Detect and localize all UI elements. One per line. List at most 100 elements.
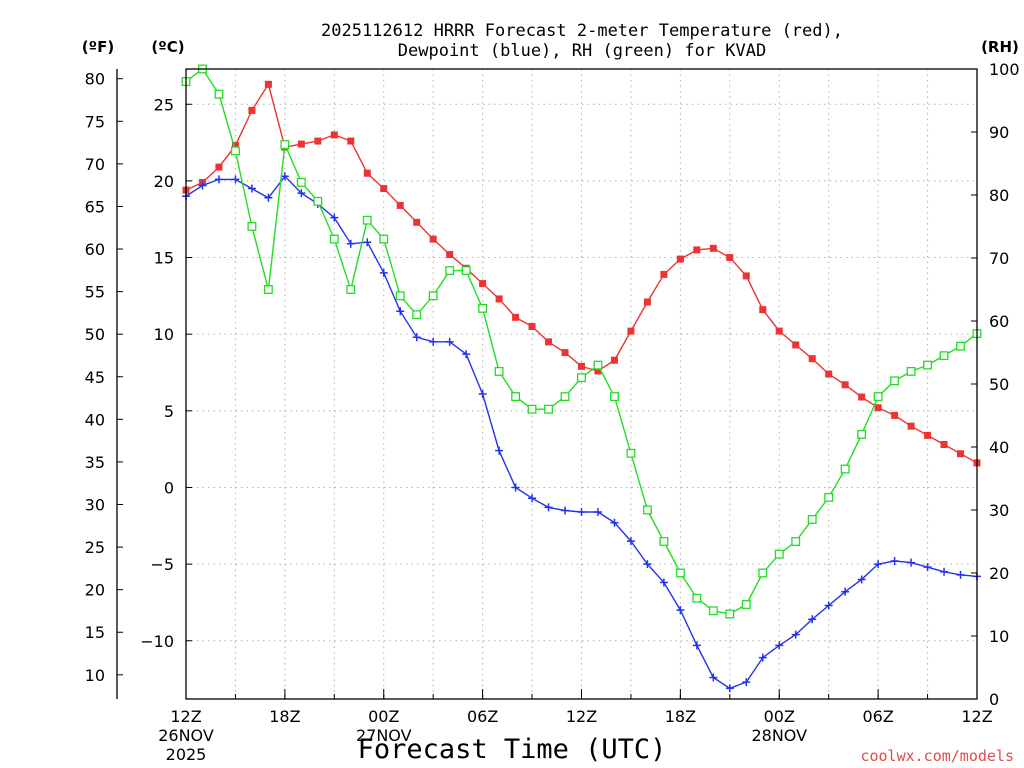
data-point: [758, 653, 767, 662]
celsius-tick-label: 5: [164, 402, 174, 421]
data-point: [923, 563, 932, 572]
data-point: [347, 137, 355, 145]
data-point: [264, 80, 272, 88]
data-point: [527, 404, 537, 414]
data-point: [313, 196, 323, 206]
fahrenheit-tick-label: 35: [85, 453, 105, 472]
x-date-label: 28NOV: [751, 726, 807, 745]
data-point: [709, 673, 718, 682]
data-point: [841, 587, 850, 596]
data-point: [659, 537, 669, 546]
data-point: [808, 355, 816, 363]
data-point: [940, 567, 949, 576]
data-point: [775, 641, 784, 650]
data-point: [545, 338, 553, 346]
credit-label: coolwx.com/models: [860, 747, 1014, 765]
rh-tick-label: 60: [989, 312, 1009, 331]
chart-title-line-2: Dewpoint (blue), RH (green) for KVAD: [398, 41, 766, 61]
celsius-tick-label: 25: [154, 95, 174, 114]
data-point: [297, 140, 305, 148]
data-point: [396, 307, 405, 316]
data-point: [643, 298, 651, 306]
data-point: [693, 246, 701, 254]
axes: 2520151050−5−108075706560555045403530252…: [85, 60, 1020, 764]
data-point: [924, 431, 932, 439]
data-point: [544, 404, 553, 414]
data-point: [379, 234, 389, 244]
data-point: [263, 285, 273, 294]
data-point: [593, 507, 602, 516]
data-point: [725, 684, 734, 693]
x-year-label: 2025: [166, 745, 207, 764]
data-point: [907, 558, 916, 567]
data-point: [280, 172, 289, 181]
data-point: [461, 266, 471, 276]
data-point: [807, 515, 817, 524]
celsius-tick-label: −10: [140, 632, 174, 651]
celsius-tick-label: −5: [150, 555, 174, 574]
rh-tick-label: 20: [989, 564, 1009, 583]
data-point: [428, 291, 438, 301]
data-point: [561, 349, 569, 357]
data-point: [264, 193, 273, 202]
data-point: [692, 641, 701, 650]
data-point: [528, 323, 536, 331]
data-point: [610, 392, 619, 402]
fahrenheit-tick-label: 50: [85, 325, 105, 344]
data-point: [957, 450, 965, 458]
celsius-tick-label: 15: [154, 249, 174, 268]
data-point: [230, 146, 240, 156]
data-point: [511, 392, 521, 402]
rh-tick-label: 10: [989, 627, 1009, 646]
data-point: [774, 549, 784, 559]
data-point: [578, 362, 585, 370]
data-point: [214, 175, 223, 184]
data-point: [791, 537, 801, 546]
data-point: [857, 429, 867, 439]
data-point: [956, 341, 965, 351]
data-point: [329, 234, 339, 244]
data-point: [363, 169, 371, 177]
data-point: [214, 89, 224, 99]
data-point: [741, 600, 751, 609]
data-point: [610, 356, 618, 364]
data-point: [395, 291, 405, 301]
data-point: [642, 505, 652, 515]
data-point: [412, 310, 422, 320]
data-point: [824, 601, 833, 610]
data-point: [692, 593, 702, 603]
data-point: [758, 568, 768, 578]
x-tick-label: 00Z: [368, 707, 399, 726]
data-point: [627, 327, 635, 335]
data-point: [314, 137, 322, 145]
x-tick-label: 06Z: [862, 707, 893, 726]
x-tick-label: 12Z: [566, 707, 597, 726]
data-point: [593, 360, 603, 370]
data-point: [511, 483, 520, 492]
data-point: [791, 630, 800, 639]
data-point: [626, 448, 636, 458]
data-point: [939, 351, 949, 361]
data-point: [775, 327, 783, 335]
rh-tick-label: 40: [989, 438, 1009, 457]
data-point: [561, 506, 570, 515]
data-point: [742, 678, 751, 687]
data-point: [759, 306, 767, 314]
data-point: [676, 606, 685, 615]
data-point: [429, 337, 438, 346]
data-point: [841, 381, 849, 389]
data-point: [891, 411, 899, 419]
data-point: [708, 606, 718, 616]
data-point: [445, 337, 454, 346]
data-point: [330, 213, 339, 222]
celsius-unit-label: (ºC): [151, 38, 184, 56]
data-point: [660, 270, 668, 278]
data-point: [874, 560, 883, 569]
data-point: [792, 341, 800, 349]
data-point: [808, 615, 817, 624]
data-point: [495, 295, 503, 303]
data-point: [297, 189, 306, 198]
data-point: [247, 184, 256, 193]
rh-tick-label: 80: [989, 186, 1009, 205]
x-tick-label: 06Z: [467, 707, 498, 726]
